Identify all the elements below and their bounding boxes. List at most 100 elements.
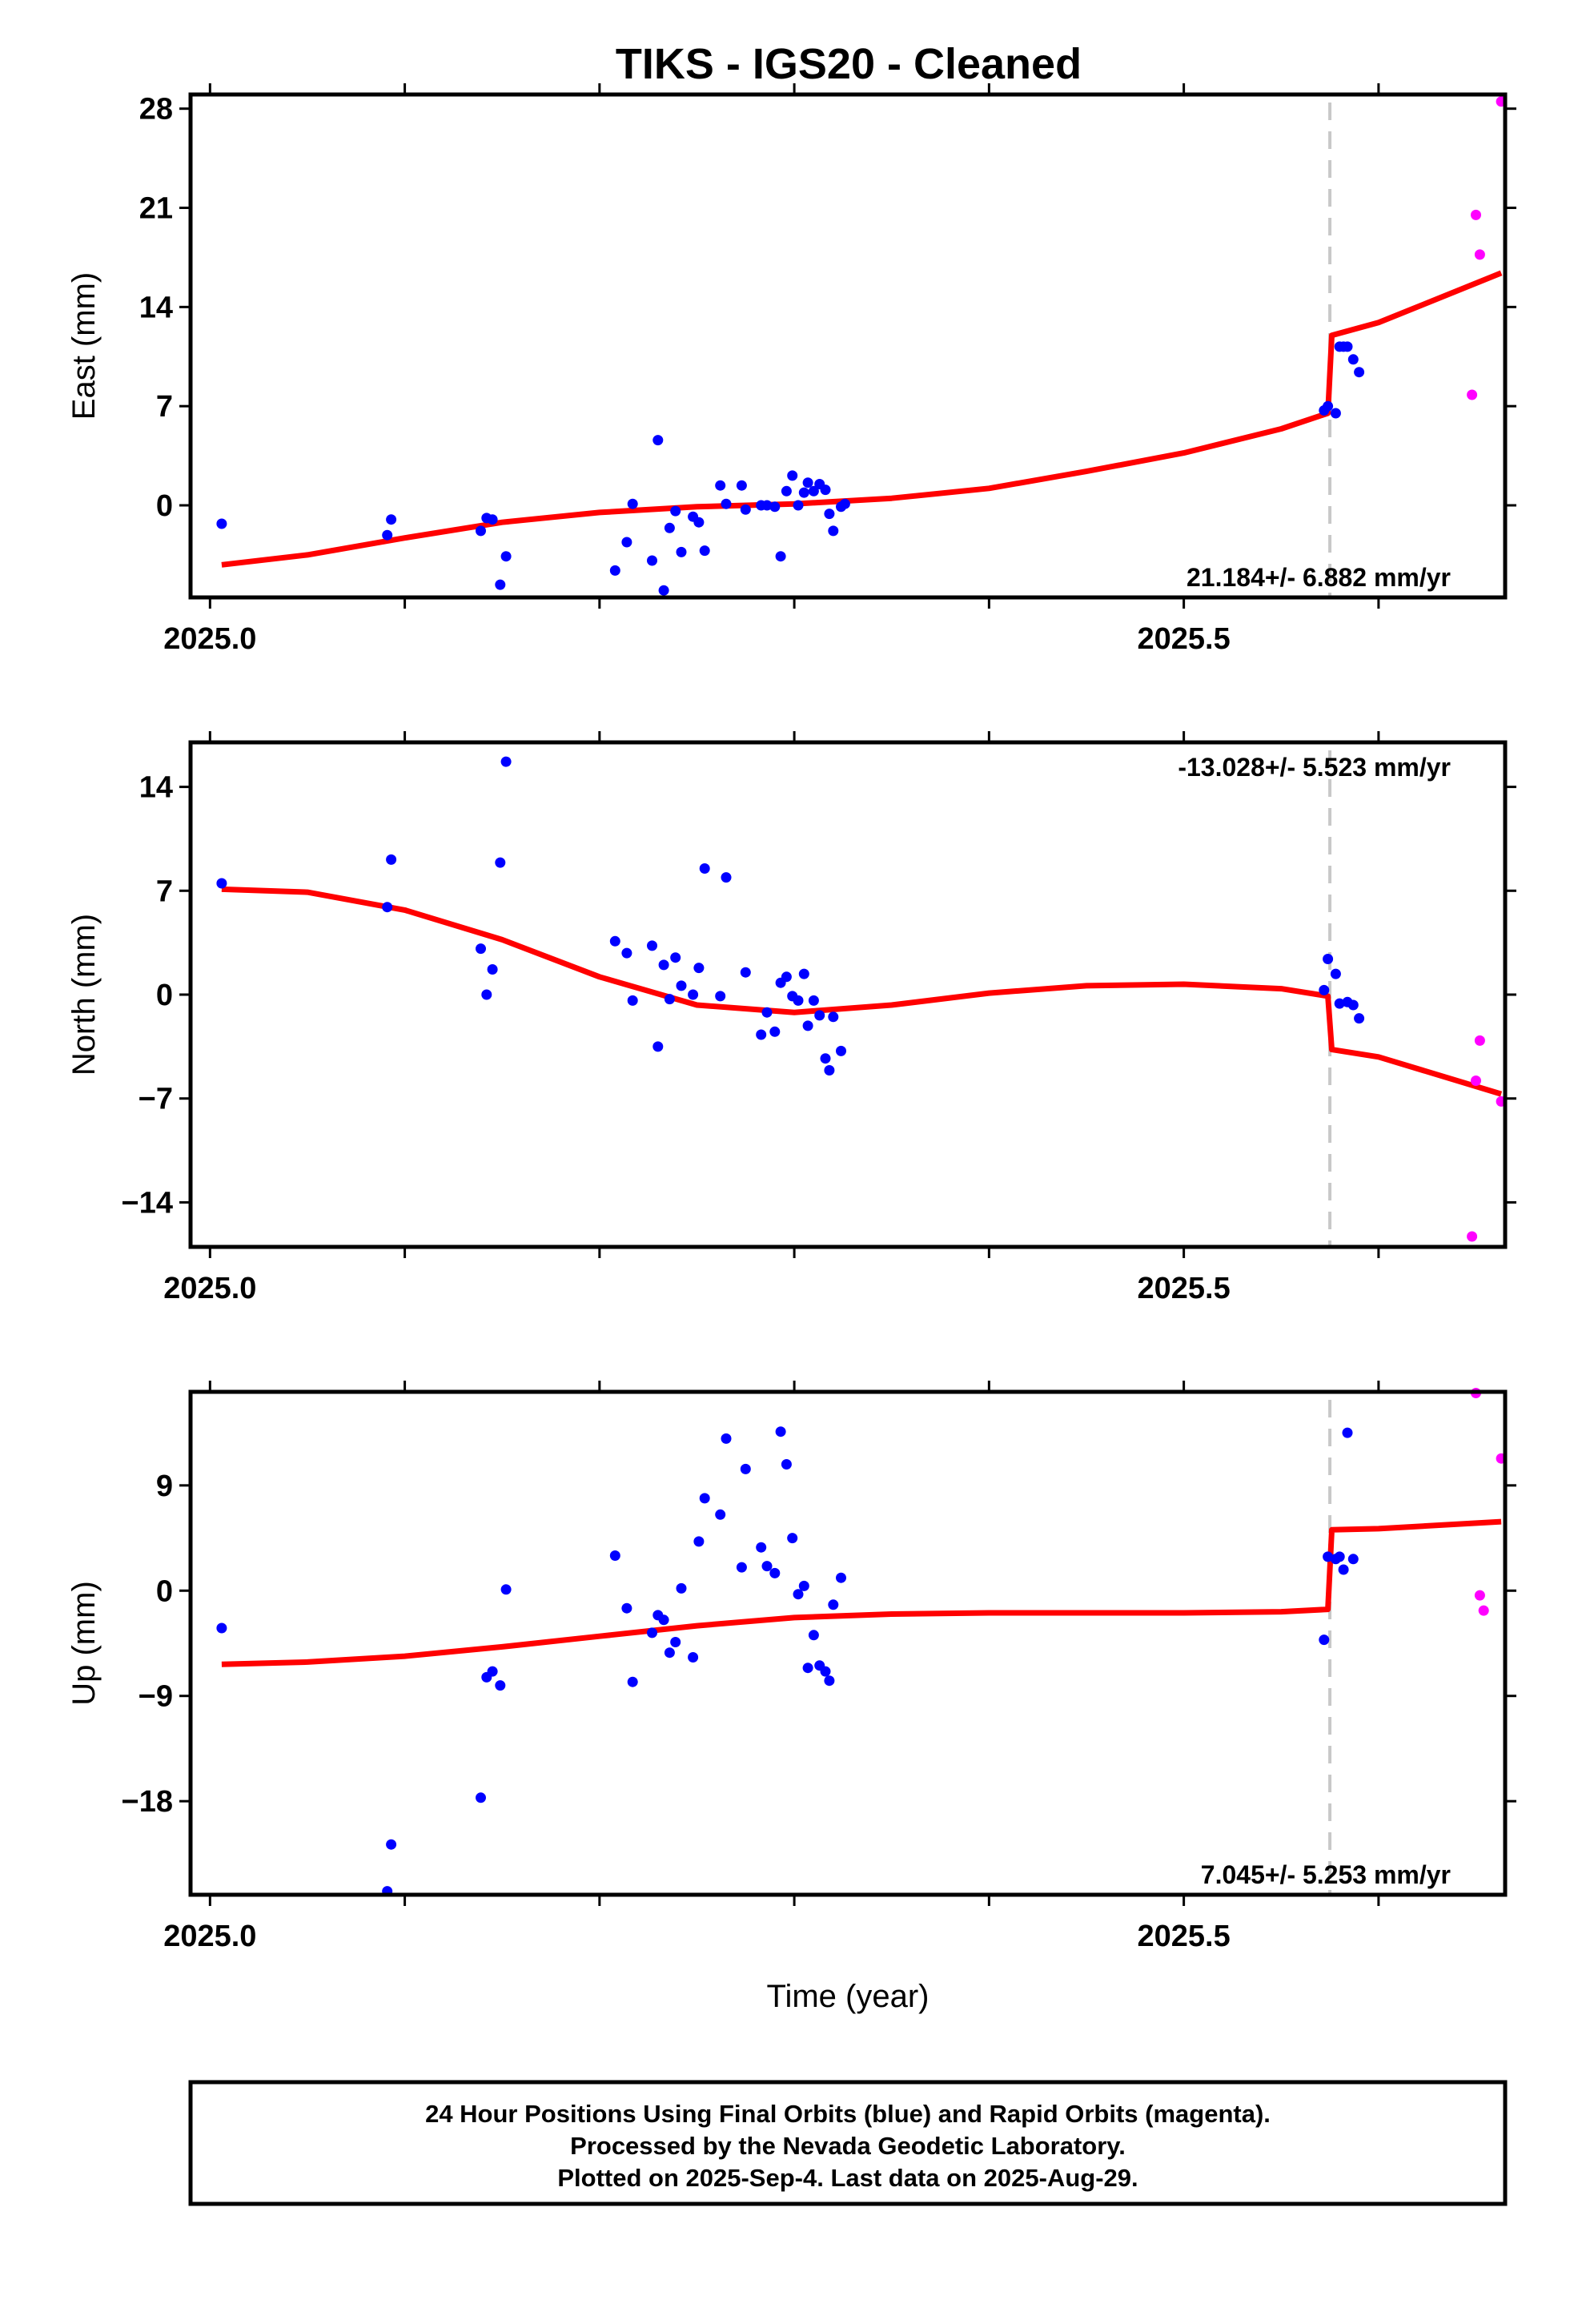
north-final-point-14 <box>664 994 675 1005</box>
north-final-point-15 <box>670 952 681 963</box>
up-final-point-36 <box>824 1675 835 1687</box>
east-final-point-1 <box>382 529 393 541</box>
east-final-point-11 <box>647 555 657 566</box>
footer-line-2: Processed by the Nevada Geodetic Laborat… <box>570 2132 1126 2160</box>
east-final-point-15 <box>670 505 681 517</box>
north-final-point-36 <box>828 1011 839 1023</box>
up-final-point-29 <box>787 1533 798 1544</box>
north-final-point-31 <box>802 1020 813 1031</box>
north-final-point-6 <box>495 857 506 868</box>
east-final-point-39 <box>839 498 850 509</box>
up-ytick-label: 0 <box>156 1574 173 1608</box>
up-final-point-7 <box>500 1584 512 1595</box>
east-final-point-7 <box>500 551 512 562</box>
up-ytick-label: −9 <box>139 1680 173 1714</box>
up-final-point-35 <box>820 1666 831 1677</box>
east-rapid-point-2 <box>1474 249 1485 260</box>
up-final-point-24 <box>756 1542 767 1553</box>
up-final-point-13 <box>658 1614 669 1626</box>
up-frame <box>188 1389 1508 1897</box>
up-final-point-25 <box>761 1561 773 1572</box>
north-final-point-35 <box>824 1065 835 1076</box>
up-final-point-16 <box>676 1582 687 1594</box>
north-ytick-label: 14 <box>139 771 173 805</box>
up-final-point-11 <box>647 1627 657 1638</box>
footer-line-1: 24 Hour Positions Using Final Orbits (bl… <box>425 2100 1271 2128</box>
up-panel: −18 −9 0 9 2025.0 2025.5 Up (mm) 7.045+/- 5.253… <box>66 1381 1516 2014</box>
up-final-point-28 <box>781 1459 792 1470</box>
east-final-point-29 <box>787 470 798 481</box>
north-rate-label: -13.028+/- 5.523 mm/yr <box>1178 753 1451 782</box>
panels: 0 7 14 21 28 2025.0 2025.5 East (mm) 21.184+/- 6… <box>66 83 1516 2014</box>
north-final-point-37 <box>836 1045 846 1056</box>
north-final-point-2 <box>386 854 397 865</box>
up-final-point-43 <box>1338 1564 1349 1575</box>
east-rapid-point-1 <box>1471 209 1481 220</box>
east-final-point-6 <box>495 579 506 590</box>
north-final-point-34 <box>820 1053 831 1064</box>
east-final-point-41 <box>1323 400 1334 412</box>
east-ytick-label: 14 <box>139 291 173 324</box>
east-model-line <box>221 270 1503 568</box>
up-final-point-5 <box>487 1666 498 1677</box>
up-final-point-10 <box>627 1676 638 1687</box>
east-final-point-18 <box>693 517 705 528</box>
east-final-point-20 <box>715 480 726 491</box>
north-final-point-43 <box>1347 999 1359 1011</box>
east-final-point-37 <box>828 525 839 537</box>
north-final-point-0 <box>216 878 227 889</box>
up-rate-label: 7.045+/- 5.253 mm/yr <box>1201 1860 1451 1889</box>
east-panel: 0 7 14 21 28 2025.0 2025.5 East (mm) 21.184+/- 6… <box>66 83 1516 656</box>
north-final-point-21 <box>721 872 732 883</box>
east-final-point-10 <box>627 498 638 509</box>
chart-title: TIKS - IGS20 - Cleaned <box>616 40 1082 88</box>
east-final-point-22 <box>736 480 747 491</box>
up-xtick-label: 2025.0 <box>163 1920 256 1953</box>
north-panel: −14 −7 0 7 14 2025.0 2025.5 North (mm) -13.028+/… <box>66 731 1516 1305</box>
footer-frame <box>188 2080 1508 2206</box>
north-final-point-12 <box>652 1041 664 1052</box>
up-final-point-0 <box>216 1622 227 1634</box>
north-final-point-4 <box>481 989 492 1000</box>
east-final-point-25 <box>761 500 773 511</box>
east-xtick-label: 2025.5 <box>1138 622 1231 656</box>
up-final-point-30 <box>793 1589 804 1600</box>
up-final-point-3 <box>476 1792 486 1803</box>
north-final-point-23 <box>756 1029 767 1040</box>
north-ytick-label: −14 <box>122 1186 173 1220</box>
north-ytick-label: 7 <box>156 875 173 908</box>
north-final-point-22 <box>740 967 751 978</box>
east-final-point-27 <box>775 551 786 562</box>
up-final-point-6 <box>495 1680 506 1691</box>
up-final-point-31 <box>798 1580 809 1591</box>
up-final-point-39 <box>1319 1634 1330 1646</box>
up-final-point-32 <box>802 1663 813 1674</box>
north-final-point-17 <box>688 989 699 1000</box>
east-final-point-46 <box>1347 354 1359 365</box>
east-final-point-33 <box>808 485 819 497</box>
north-final-point-39 <box>1323 954 1334 964</box>
east-final-point-16 <box>676 546 687 557</box>
up-final-point-20 <box>715 1509 726 1520</box>
up-final-point-14 <box>664 1647 675 1659</box>
up-final-point-27 <box>775 1426 786 1437</box>
north-final-point-40 <box>1330 968 1341 979</box>
east-final-point-26 <box>769 501 781 513</box>
up-final-point-23 <box>740 1463 751 1474</box>
east-final-point-47 <box>1354 367 1365 378</box>
north-final-point-3 <box>476 943 486 955</box>
north-final-point-1 <box>382 902 393 913</box>
up-ytick-label: −18 <box>122 1785 173 1819</box>
north-model-line <box>221 886 1503 1097</box>
up-final-point-18 <box>693 1536 705 1547</box>
east-ylabel: East (mm) <box>66 272 102 420</box>
north-rapid-point-1 <box>1471 1076 1481 1086</box>
east-rapid-point-0 <box>1467 389 1478 400</box>
north-xtick-label: 2025.5 <box>1138 1272 1231 1305</box>
north-final-point-11 <box>647 940 657 951</box>
east-final-point-2 <box>386 514 397 525</box>
east-final-point-36 <box>824 509 835 520</box>
east-final-point-28 <box>781 485 792 497</box>
